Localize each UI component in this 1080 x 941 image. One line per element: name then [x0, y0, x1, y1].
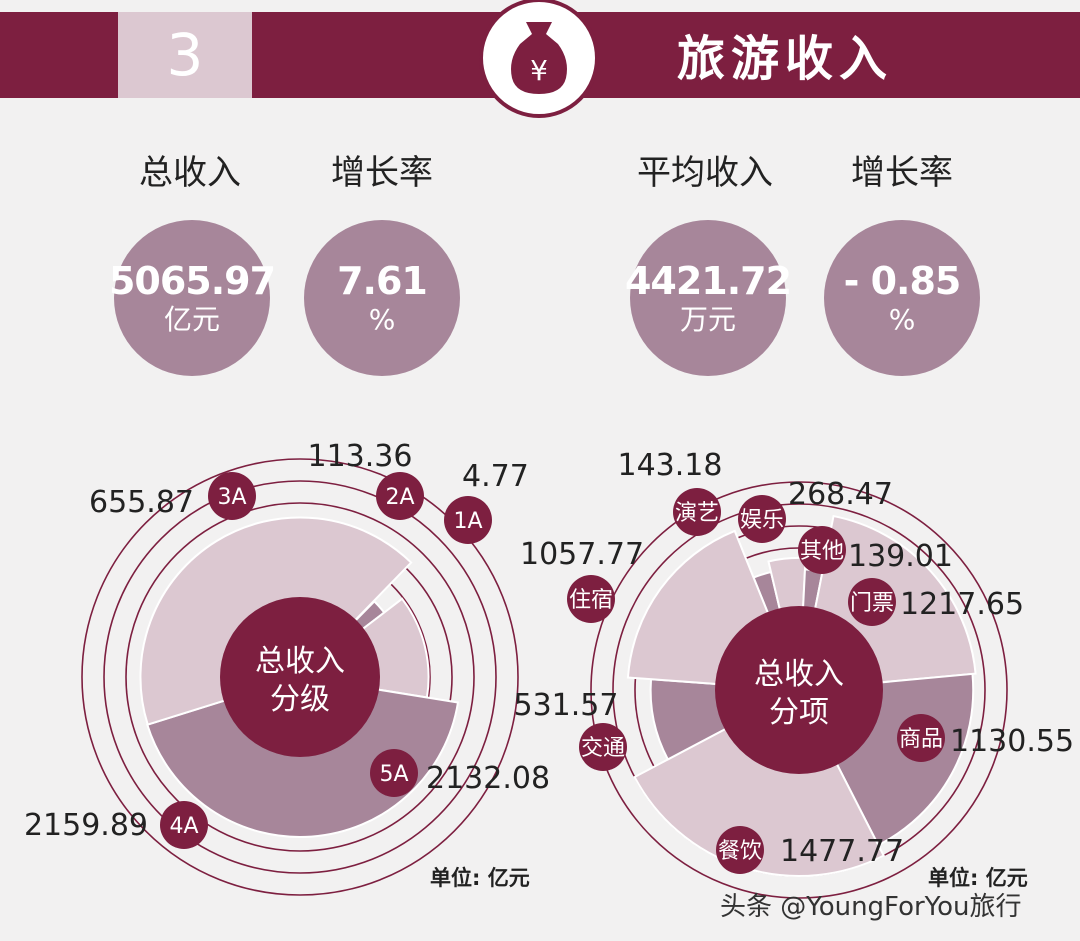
badge-label-1A: 1A [453, 509, 482, 534]
stat-unit-average-growth: % [888, 303, 916, 336]
stat-label-average-income: 平均收入 [637, 153, 773, 193]
value-label-演艺: 143.18 [618, 448, 723, 483]
badge-3A [208, 472, 256, 520]
value-label-住宿: 1057.77 [520, 537, 644, 572]
center-label-line2: 分项 [769, 695, 829, 730]
value-label-2A: 113.36 [308, 439, 413, 474]
center-label-line1: 总收入 [255, 644, 345, 679]
badge-5A [370, 749, 418, 797]
ring-0-4 [81, 458, 519, 896]
badge-住宿 [567, 575, 615, 623]
ring-1-4 [590, 481, 1008, 899]
center-label-line1: 总收入 [754, 657, 844, 692]
stat-value-total-income: 5065.97 [108, 259, 276, 303]
chart-unit-note-grade: 单位: 亿元 [430, 866, 530, 890]
badge-2A [376, 472, 424, 520]
watermark: 头条 @YoungForYou旅行 [720, 892, 1022, 922]
stat-value-average-growth: - 0.85 [843, 259, 962, 303]
badge-label-3A: 3A [217, 485, 246, 510]
badge-label-演艺: 演艺 [675, 501, 719, 526]
badge-label-商品: 商品 [899, 727, 943, 752]
money-bag-symbol: ¥ [530, 54, 548, 87]
badge-4A [160, 801, 208, 849]
badge-label-交通: 交通 [581, 736, 625, 761]
badge-门票 [848, 578, 896, 626]
badge-label-娱乐: 娱乐 [740, 508, 784, 533]
header-banner-right [252, 12, 1080, 98]
stat-label-average-growth: 增长率 [851, 153, 953, 193]
header-banner-left [0, 12, 118, 98]
badge-餐饮 [716, 826, 764, 874]
ring-0-2 [125, 502, 475, 852]
badge-label-餐饮: 餐饮 [718, 839, 762, 864]
value-label-5A: 2132.08 [426, 761, 550, 796]
stat-label-total-growth: 增长率 [331, 153, 433, 193]
badge-其他 [798, 526, 846, 574]
stat-value-average-income: 4421.72 [624, 259, 792, 303]
badge-娱乐 [738, 495, 786, 543]
badge-label-住宿: 住宿 [569, 588, 613, 613]
value-label-交通: 531.57 [514, 688, 619, 723]
badge-演艺 [673, 488, 721, 536]
stat-circle-average-growth: - 0.85 % [824, 220, 980, 376]
page-title: 旅游收入 [676, 31, 893, 87]
ring-0-3 [103, 480, 497, 874]
badge-商品 [897, 714, 945, 762]
money-bag-icon: ¥ [479, 0, 599, 118]
value-label-4A: 2159.89 [24, 808, 148, 843]
stat-circle-total-income: 5065.97 亿元 [109, 220, 276, 376]
section-number: 3 [118, 12, 252, 98]
badge-label-5A: 5A [379, 762, 408, 787]
badge-label-2A: 2A [385, 485, 414, 510]
value-label-1A: 4.77 [462, 459, 529, 494]
badge-交通 [579, 723, 627, 771]
center-circle-1 [715, 606, 883, 774]
badge-label-其他: 其他 [800, 539, 844, 564]
stat-circle-average-income: 4421.72 万元 [625, 220, 792, 376]
badge-label-门票: 门票 [850, 591, 894, 616]
value-label-娱乐: 268.47 [788, 477, 893, 512]
center-label-line2: 分级 [270, 682, 330, 717]
stat-label-total-income: 总收入 [139, 153, 241, 193]
stat-circle-total-growth: 7.61 % [304, 220, 460, 376]
chart-unit-note-item: 单位: 亿元 [928, 866, 1028, 890]
badge-1A [444, 496, 492, 544]
value-label-商品: 1130.55 [950, 724, 1074, 759]
value-label-3A: 655.87 [89, 485, 194, 520]
value-label-门票: 1217.65 [900, 587, 1024, 622]
stat-unit-total-income: 亿元 [163, 303, 220, 336]
badge-label-4A: 4A [169, 814, 198, 839]
stat-value-total-growth: 7.61 [337, 259, 428, 303]
stat-unit-total-growth: % [368, 303, 396, 336]
value-label-其他: 139.01 [848, 539, 953, 574]
value-label-餐饮: 1477.77 [780, 834, 904, 869]
center-circle-0 [220, 597, 380, 757]
stat-unit-average-income: 万元 [679, 303, 736, 336]
